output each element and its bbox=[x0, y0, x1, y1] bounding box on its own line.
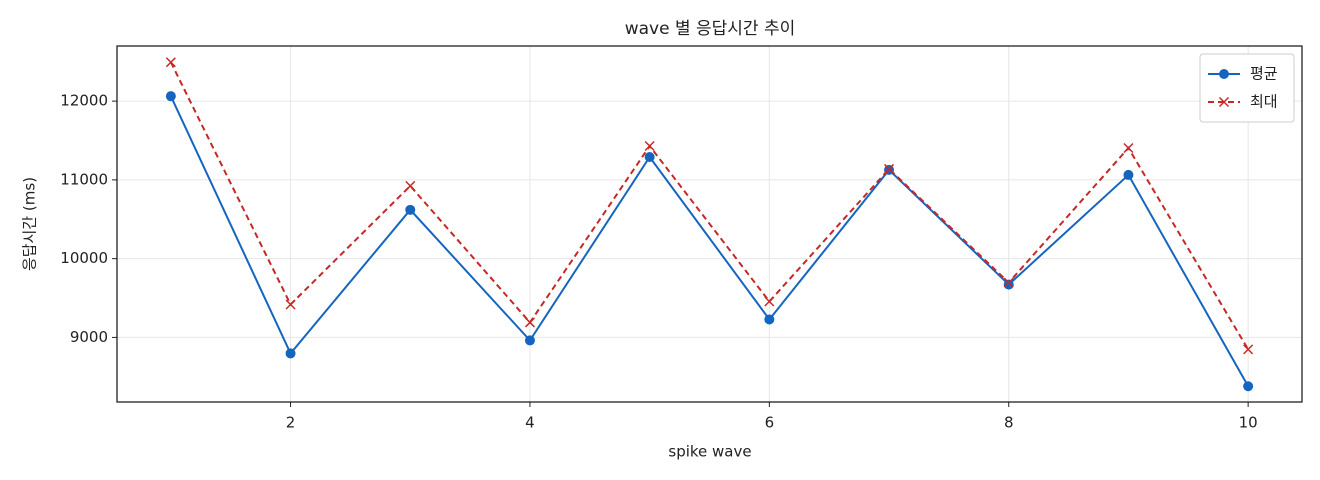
series-line bbox=[169, 61, 1249, 350]
series-line bbox=[169, 95, 1250, 387]
data-point bbox=[405, 204, 416, 215]
y-tick-label: 9000 bbox=[70, 328, 108, 346]
data-point bbox=[1003, 277, 1014, 288]
data-point bbox=[644, 151, 655, 162]
chart-title: wave 별 응답시간 추이 bbox=[625, 19, 796, 39]
legend-label: 최대 bbox=[1250, 93, 1278, 111]
legend-box bbox=[1199, 53, 1295, 123]
x-tick-label: 10 bbox=[1239, 414, 1258, 432]
data-point bbox=[764, 296, 775, 307]
x-tick-label: 8 bbox=[1004, 414, 1014, 432]
data-point bbox=[165, 57, 176, 68]
data-point bbox=[405, 180, 416, 191]
data-point bbox=[1123, 169, 1134, 180]
data-point bbox=[1123, 142, 1134, 154]
x-tick-label: 4 bbox=[525, 414, 535, 432]
y-tick-label: 12000 bbox=[60, 92, 108, 110]
y-tick-label: 11000 bbox=[60, 170, 108, 188]
data-point bbox=[644, 140, 655, 152]
data-point bbox=[884, 163, 895, 174]
legend-marker bbox=[1218, 96, 1230, 108]
data-point bbox=[1243, 344, 1254, 355]
legend-label: 평균 bbox=[1250, 65, 1278, 83]
y-axis-label: 응답시간 (ms) bbox=[21, 177, 39, 271]
x-tick-label: 6 bbox=[765, 414, 775, 432]
data-point bbox=[1003, 279, 1014, 290]
data-point bbox=[285, 348, 296, 359]
data-point bbox=[524, 317, 535, 328]
y-tick-label: 10000 bbox=[60, 249, 108, 267]
x-axis-label: spike wave bbox=[668, 443, 751, 461]
plot-frame bbox=[116, 45, 1303, 403]
legend-marker bbox=[1219, 69, 1229, 79]
x-tick-label: 2 bbox=[286, 414, 296, 432]
data-point bbox=[285, 299, 296, 310]
data-point bbox=[1243, 381, 1254, 392]
data-point bbox=[524, 335, 535, 346]
data-point bbox=[165, 91, 176, 102]
data-point bbox=[764, 314, 775, 325]
